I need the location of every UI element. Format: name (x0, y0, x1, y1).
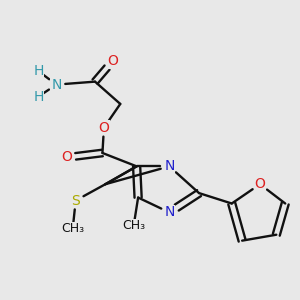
Text: H: H (33, 64, 44, 78)
Text: O: O (61, 150, 72, 164)
Text: O: O (254, 177, 266, 191)
Text: CH₃: CH₃ (61, 222, 84, 235)
Text: CH₃: CH₃ (122, 219, 145, 232)
Text: N: N (164, 159, 175, 173)
Text: O: O (98, 121, 110, 135)
Text: S: S (71, 194, 80, 208)
Text: N: N (51, 78, 62, 92)
Text: O: O (107, 54, 118, 68)
Text: N: N (164, 206, 175, 219)
Text: H: H (33, 89, 44, 103)
